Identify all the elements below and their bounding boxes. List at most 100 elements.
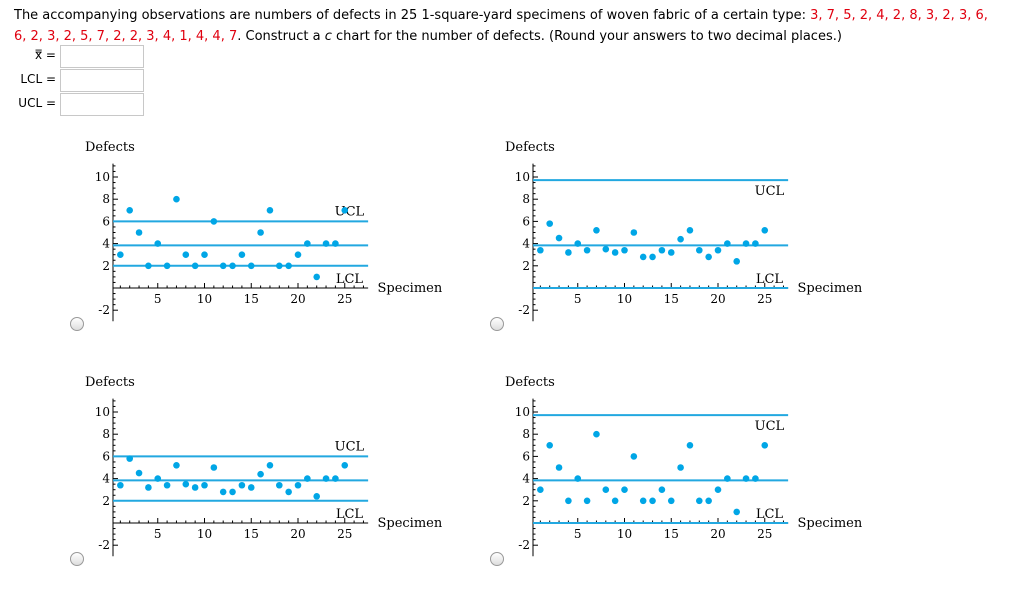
ucl-label: UCL	[755, 184, 785, 199]
x-tick-label: 20	[290, 527, 305, 541]
data-point	[247, 484, 255, 491]
ucl-label: UCL	[335, 439, 365, 454]
x-tick-label: 25	[337, 527, 352, 541]
x-tick-label: 15	[664, 292, 679, 306]
data-point	[537, 246, 544, 254]
data-point	[173, 461, 180, 469]
data-point	[639, 497, 647, 505]
data-point	[667, 497, 675, 505]
xbar-input[interactable]	[60, 45, 144, 68]
y-tick-label: 10	[95, 405, 110, 419]
data-point	[154, 240, 162, 247]
x-axis-label: Specimen	[377, 516, 442, 531]
data-point	[182, 480, 190, 488]
lcl-label: LCL	[756, 272, 784, 287]
radio-option-4[interactable]	[490, 552, 504, 566]
data-point	[229, 262, 236, 270]
data-point	[602, 245, 610, 253]
x-tick-label: 10	[617, 527, 632, 541]
data-point	[555, 234, 563, 242]
radio-option-2[interactable]	[490, 317, 504, 331]
x-tick-label: 15	[244, 527, 259, 541]
data-point	[761, 226, 769, 234]
y-tick-label: 8	[102, 427, 110, 441]
x-axis-label: Specimen	[797, 281, 862, 296]
data-point	[145, 484, 152, 491]
data-point	[145, 262, 152, 270]
y-tick-label: -2	[518, 303, 530, 317]
x-axis-label: Specimen	[377, 281, 442, 296]
y-axis-label: Defects	[505, 140, 555, 155]
data-point	[313, 273, 320, 281]
lcl-label: LCL	[756, 507, 784, 522]
data-point	[285, 488, 292, 496]
data-point	[322, 475, 330, 482]
y-tick-label: 2	[102, 259, 110, 273]
y-tick-label: 2	[102, 494, 110, 508]
radio-option-1[interactable]	[70, 317, 84, 331]
data-point	[705, 253, 712, 261]
data-point	[565, 249, 572, 256]
ucl-row: UCL =	[0, 93, 56, 115]
y-tick-label: -2	[98, 538, 110, 552]
data-point	[238, 251, 246, 258]
data-point	[714, 486, 722, 493]
x-tick-label: 5	[574, 292, 582, 306]
y-tick-label: 10	[515, 170, 530, 184]
data-values: 6, 2, 3, 2, 5, 7, 2, 2, 3, 4, 1, 4, 4, 7	[14, 29, 238, 44]
data-point	[182, 251, 190, 258]
y-axis-label: Defects	[85, 140, 135, 155]
data-point	[191, 484, 199, 491]
data-point	[724, 475, 731, 482]
x-tick-label: 20	[290, 292, 305, 306]
data-point	[313, 493, 320, 500]
data-point	[341, 207, 349, 214]
lcl-label: LCL	[336, 272, 364, 287]
data-point	[210, 218, 218, 225]
data-point	[761, 442, 769, 449]
data-point	[583, 497, 591, 505]
xbar-row: x̿ =	[0, 45, 56, 67]
data-point	[621, 246, 628, 254]
y-tick-label: -2	[98, 303, 110, 317]
data-point	[555, 464, 563, 471]
x-tick-label: 5	[154, 527, 162, 541]
data-point	[201, 481, 208, 489]
chart-option-2: Defects -2 2 4 6 8 10 5 10 15 20 25 Specimen UCL LCL	[490, 135, 910, 370]
data-point	[294, 251, 302, 258]
lcl-input[interactable]	[60, 69, 144, 92]
data-point	[705, 497, 712, 505]
y-tick-label: 4	[522, 237, 530, 251]
data-point	[257, 470, 264, 478]
y-tick-label: 4	[522, 472, 530, 486]
data-point	[611, 497, 619, 505]
data-point	[602, 486, 610, 493]
chart-svg: Defects -2 2 4 6 8 10 5 10 15 20 25 Specimen UCL LCL	[85, 375, 443, 557]
x-tick-label: 15	[664, 527, 679, 541]
x-tick-label: 10	[197, 527, 212, 541]
radio-option-3[interactable]	[70, 552, 84, 566]
x-tick-label: 10	[197, 292, 212, 306]
data-point	[266, 461, 274, 469]
y-axis-label: Defects	[85, 375, 135, 390]
data-point	[117, 481, 124, 489]
data-point	[163, 262, 171, 270]
data-point	[229, 488, 236, 496]
ucl-input[interactable]	[60, 93, 144, 116]
data-point	[593, 226, 600, 234]
data-point	[565, 497, 572, 505]
y-tick-label: 8	[102, 192, 110, 206]
data-point	[276, 262, 283, 270]
ucl-label: UCL	[755, 419, 785, 434]
data-point	[752, 475, 759, 482]
y-tick-label: 6	[102, 214, 110, 228]
chart-option-3: Defects -2 2 4 6 8 10 5 10 15 20 25 Specimen UCL LCL	[70, 370, 490, 605]
data-point	[304, 475, 311, 482]
y-tick-label: 8	[522, 192, 530, 206]
data-point	[677, 464, 684, 471]
data-point	[173, 195, 180, 203]
data-point	[630, 229, 638, 236]
data-point	[658, 246, 666, 254]
x-tick-label: 10	[617, 292, 632, 306]
data-point	[583, 246, 591, 254]
